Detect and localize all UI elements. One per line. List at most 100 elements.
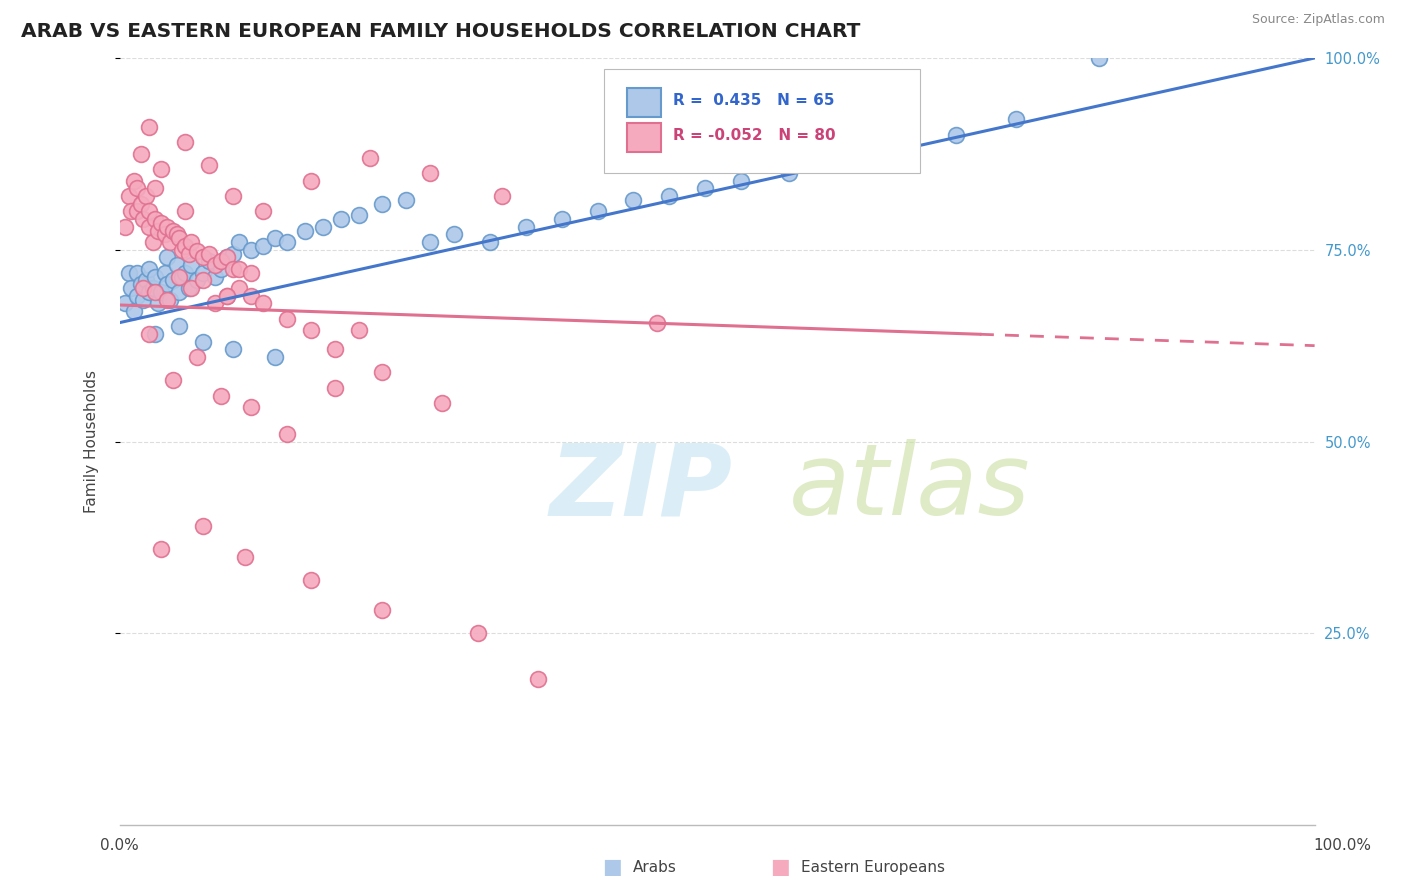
- Point: [204, 269, 226, 284]
- Point: [491, 189, 513, 203]
- Point: [222, 262, 245, 277]
- Point: [180, 258, 202, 272]
- Point: [114, 296, 136, 310]
- Text: R = -0.052   N = 80: R = -0.052 N = 80: [673, 128, 835, 143]
- Point: [695, 181, 717, 195]
- Point: [1088, 51, 1111, 65]
- Point: [127, 266, 149, 280]
- Point: [121, 281, 143, 295]
- Point: [312, 219, 335, 234]
- Text: R =  0.435   N = 65: R = 0.435 N = 65: [673, 93, 834, 108]
- Point: [145, 285, 166, 299]
- Point: [145, 269, 166, 284]
- Point: [191, 334, 215, 349]
- Point: [170, 269, 193, 284]
- Point: [239, 266, 263, 280]
- Point: [135, 273, 157, 287]
- Point: [222, 246, 245, 260]
- Point: [217, 251, 239, 265]
- Point: [191, 251, 215, 265]
- Text: 0.0%: 0.0%: [100, 838, 139, 853]
- Point: [122, 304, 145, 318]
- Text: 100.0%: 100.0%: [1313, 838, 1372, 853]
- Point: [129, 277, 152, 292]
- Point: [132, 293, 155, 307]
- Point: [432, 396, 454, 410]
- Point: [169, 231, 191, 245]
- Point: [186, 350, 208, 364]
- Point: [217, 289, 239, 303]
- Point: [825, 151, 848, 165]
- Point: [118, 189, 141, 203]
- Point: [323, 381, 346, 395]
- Point: [551, 212, 574, 227]
- Point: [222, 189, 245, 203]
- Point: [150, 285, 173, 299]
- FancyBboxPatch shape: [603, 70, 920, 173]
- Point: [647, 316, 669, 330]
- Point: [276, 235, 298, 249]
- Point: [204, 258, 226, 272]
- Point: [945, 128, 967, 142]
- Point: [166, 227, 188, 242]
- Point: [132, 212, 155, 227]
- Point: [228, 281, 250, 295]
- Point: [329, 212, 352, 227]
- Point: [217, 289, 239, 303]
- Point: [198, 246, 221, 260]
- Text: atlas: atlas: [789, 439, 1031, 536]
- Point: [252, 296, 274, 310]
- Point: [156, 219, 179, 234]
- Point: [239, 400, 263, 414]
- Point: [138, 120, 160, 134]
- Text: ■: ■: [770, 857, 790, 877]
- Point: [138, 262, 160, 277]
- Point: [127, 204, 149, 219]
- Point: [186, 244, 208, 259]
- Point: [527, 673, 550, 687]
- Point: [252, 204, 274, 219]
- Point: [177, 281, 200, 295]
- Point: [142, 235, 165, 249]
- Point: [138, 204, 160, 219]
- Point: [135, 189, 157, 203]
- Point: [264, 350, 287, 364]
- Point: [252, 239, 274, 253]
- Point: [419, 166, 441, 180]
- Point: [228, 262, 250, 277]
- Point: [299, 573, 322, 587]
- Point: [347, 208, 370, 222]
- Point: [294, 223, 316, 237]
- Point: [150, 162, 173, 177]
- Point: [443, 227, 465, 242]
- Point: [371, 366, 394, 380]
- Point: [150, 541, 173, 556]
- Point: [145, 212, 166, 227]
- Point: [145, 181, 166, 195]
- Point: [299, 323, 322, 337]
- Point: [204, 296, 226, 310]
- Point: [191, 273, 215, 287]
- Point: [371, 196, 394, 211]
- Point: [467, 626, 489, 640]
- Point: [239, 243, 263, 257]
- Point: [191, 519, 215, 533]
- Y-axis label: Family Households: Family Households: [84, 370, 98, 513]
- Point: [209, 388, 232, 402]
- Point: [360, 151, 382, 165]
- Point: [121, 204, 143, 219]
- Point: [162, 273, 184, 287]
- Point: [730, 174, 752, 188]
- Point: [138, 327, 160, 342]
- Point: [621, 193, 644, 207]
- Point: [127, 181, 149, 195]
- Bar: [627, 88, 661, 117]
- Point: [180, 235, 202, 249]
- Point: [146, 296, 169, 310]
- Point: [886, 143, 908, 157]
- Point: [162, 373, 184, 387]
- Point: [166, 258, 188, 272]
- Point: [156, 277, 179, 292]
- Point: [138, 285, 160, 299]
- Text: Eastern Europeans: Eastern Europeans: [801, 860, 945, 874]
